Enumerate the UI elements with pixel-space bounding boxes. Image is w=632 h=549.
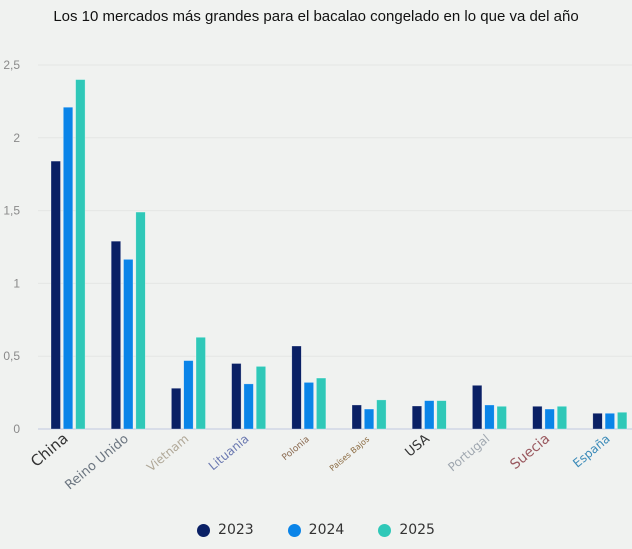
legend-label: 2023: [218, 522, 254, 538]
y-tick-label: 2: [13, 131, 20, 145]
bar-2024-china[interactable]: [62, 106, 74, 430]
bar-2024-usa[interactable]: [424, 400, 435, 430]
bar-2023-portugal[interactable]: [472, 385, 483, 430]
x-tick-label: USA: [403, 432, 433, 461]
x-tick-label: España: [570, 432, 613, 471]
y-tick-label: 2,5: [3, 58, 20, 72]
bar-2024-españa[interactable]: [604, 412, 615, 430]
legend-label: 2025: [399, 522, 435, 538]
bar-2024-lituania[interactable]: [243, 383, 254, 430]
bar-2024-polonia[interactable]: [303, 382, 314, 430]
legend-item-2024[interactable]: 2024: [287, 522, 345, 538]
y-tick-label: 0,5: [3, 349, 20, 363]
bar-2024-suecia[interactable]: [544, 408, 555, 430]
x-tick-label: Lituania: [206, 432, 252, 474]
x-tick-label: Portugal: [445, 432, 492, 475]
bar-2025-reino-unido[interactable]: [135, 211, 146, 430]
legend-dot-icon: [378, 523, 392, 537]
bar-2025-china[interactable]: [75, 79, 86, 430]
y-tick-label: 1,5: [3, 204, 20, 218]
bar-2023-suecia[interactable]: [532, 405, 543, 430]
bar-2024-países-bajos[interactable]: [363, 408, 375, 430]
y-tick-label: 1: [13, 276, 20, 290]
bar-2025-usa[interactable]: [436, 400, 447, 430]
chart-title: Los 10 mercados más grandes para el baca…: [53, 8, 579, 25]
x-tick-label: Polonia: [281, 435, 312, 463]
bar-2025-polonia[interactable]: [316, 377, 327, 430]
bar-2025-vietnam[interactable]: [195, 336, 206, 430]
bar-2023-polonia[interactable]: [291, 345, 302, 430]
bar-2025-suecia[interactable]: [556, 405, 568, 430]
bar-2024-reino-unido[interactable]: [123, 259, 134, 430]
bar-2025-españa[interactable]: [617, 411, 628, 430]
x-tick-label: Países Bajos: [328, 435, 371, 473]
bar-2023-reino-unido[interactable]: [110, 240, 121, 430]
x-tick-label: China: [27, 429, 71, 470]
legend: 2023 2024 2025: [0, 522, 632, 538]
x-tick-label: Vietnam: [144, 432, 191, 475]
bar-2025-lituania[interactable]: [255, 366, 267, 430]
legend-dot-icon: [287, 523, 301, 537]
x-tick-label: Reino Unido: [62, 432, 131, 494]
bar-2023-china[interactable]: [50, 160, 61, 430]
x-tick-label: Suecia: [507, 431, 553, 473]
bar-2025-portugal[interactable]: [496, 405, 507, 430]
bar-2023-lituania[interactable]: [231, 363, 242, 430]
bar-2023-países-bajos[interactable]: [351, 404, 362, 430]
legend-label: 2024: [308, 522, 345, 538]
legend-dot-icon: [197, 523, 211, 537]
bar-2024-vietnam[interactable]: [183, 360, 194, 430]
bar-2025-países-bajos[interactable]: [376, 399, 387, 430]
y-axis: 0 0,5 1 1,5 2 2,5: [3, 58, 20, 436]
bar-2024-portugal[interactable]: [484, 404, 495, 430]
bars: [50, 79, 628, 430]
legend-item-2023[interactable]: 2023: [197, 522, 254, 538]
y-tick-label: 0: [13, 422, 20, 436]
bar-2023-españa[interactable]: [592, 412, 603, 430]
legend-item-2025[interactable]: 2025: [378, 522, 435, 538]
bar-2023-vietnam[interactable]: [171, 387, 182, 430]
bar-2023-usa[interactable]: [411, 405, 423, 430]
